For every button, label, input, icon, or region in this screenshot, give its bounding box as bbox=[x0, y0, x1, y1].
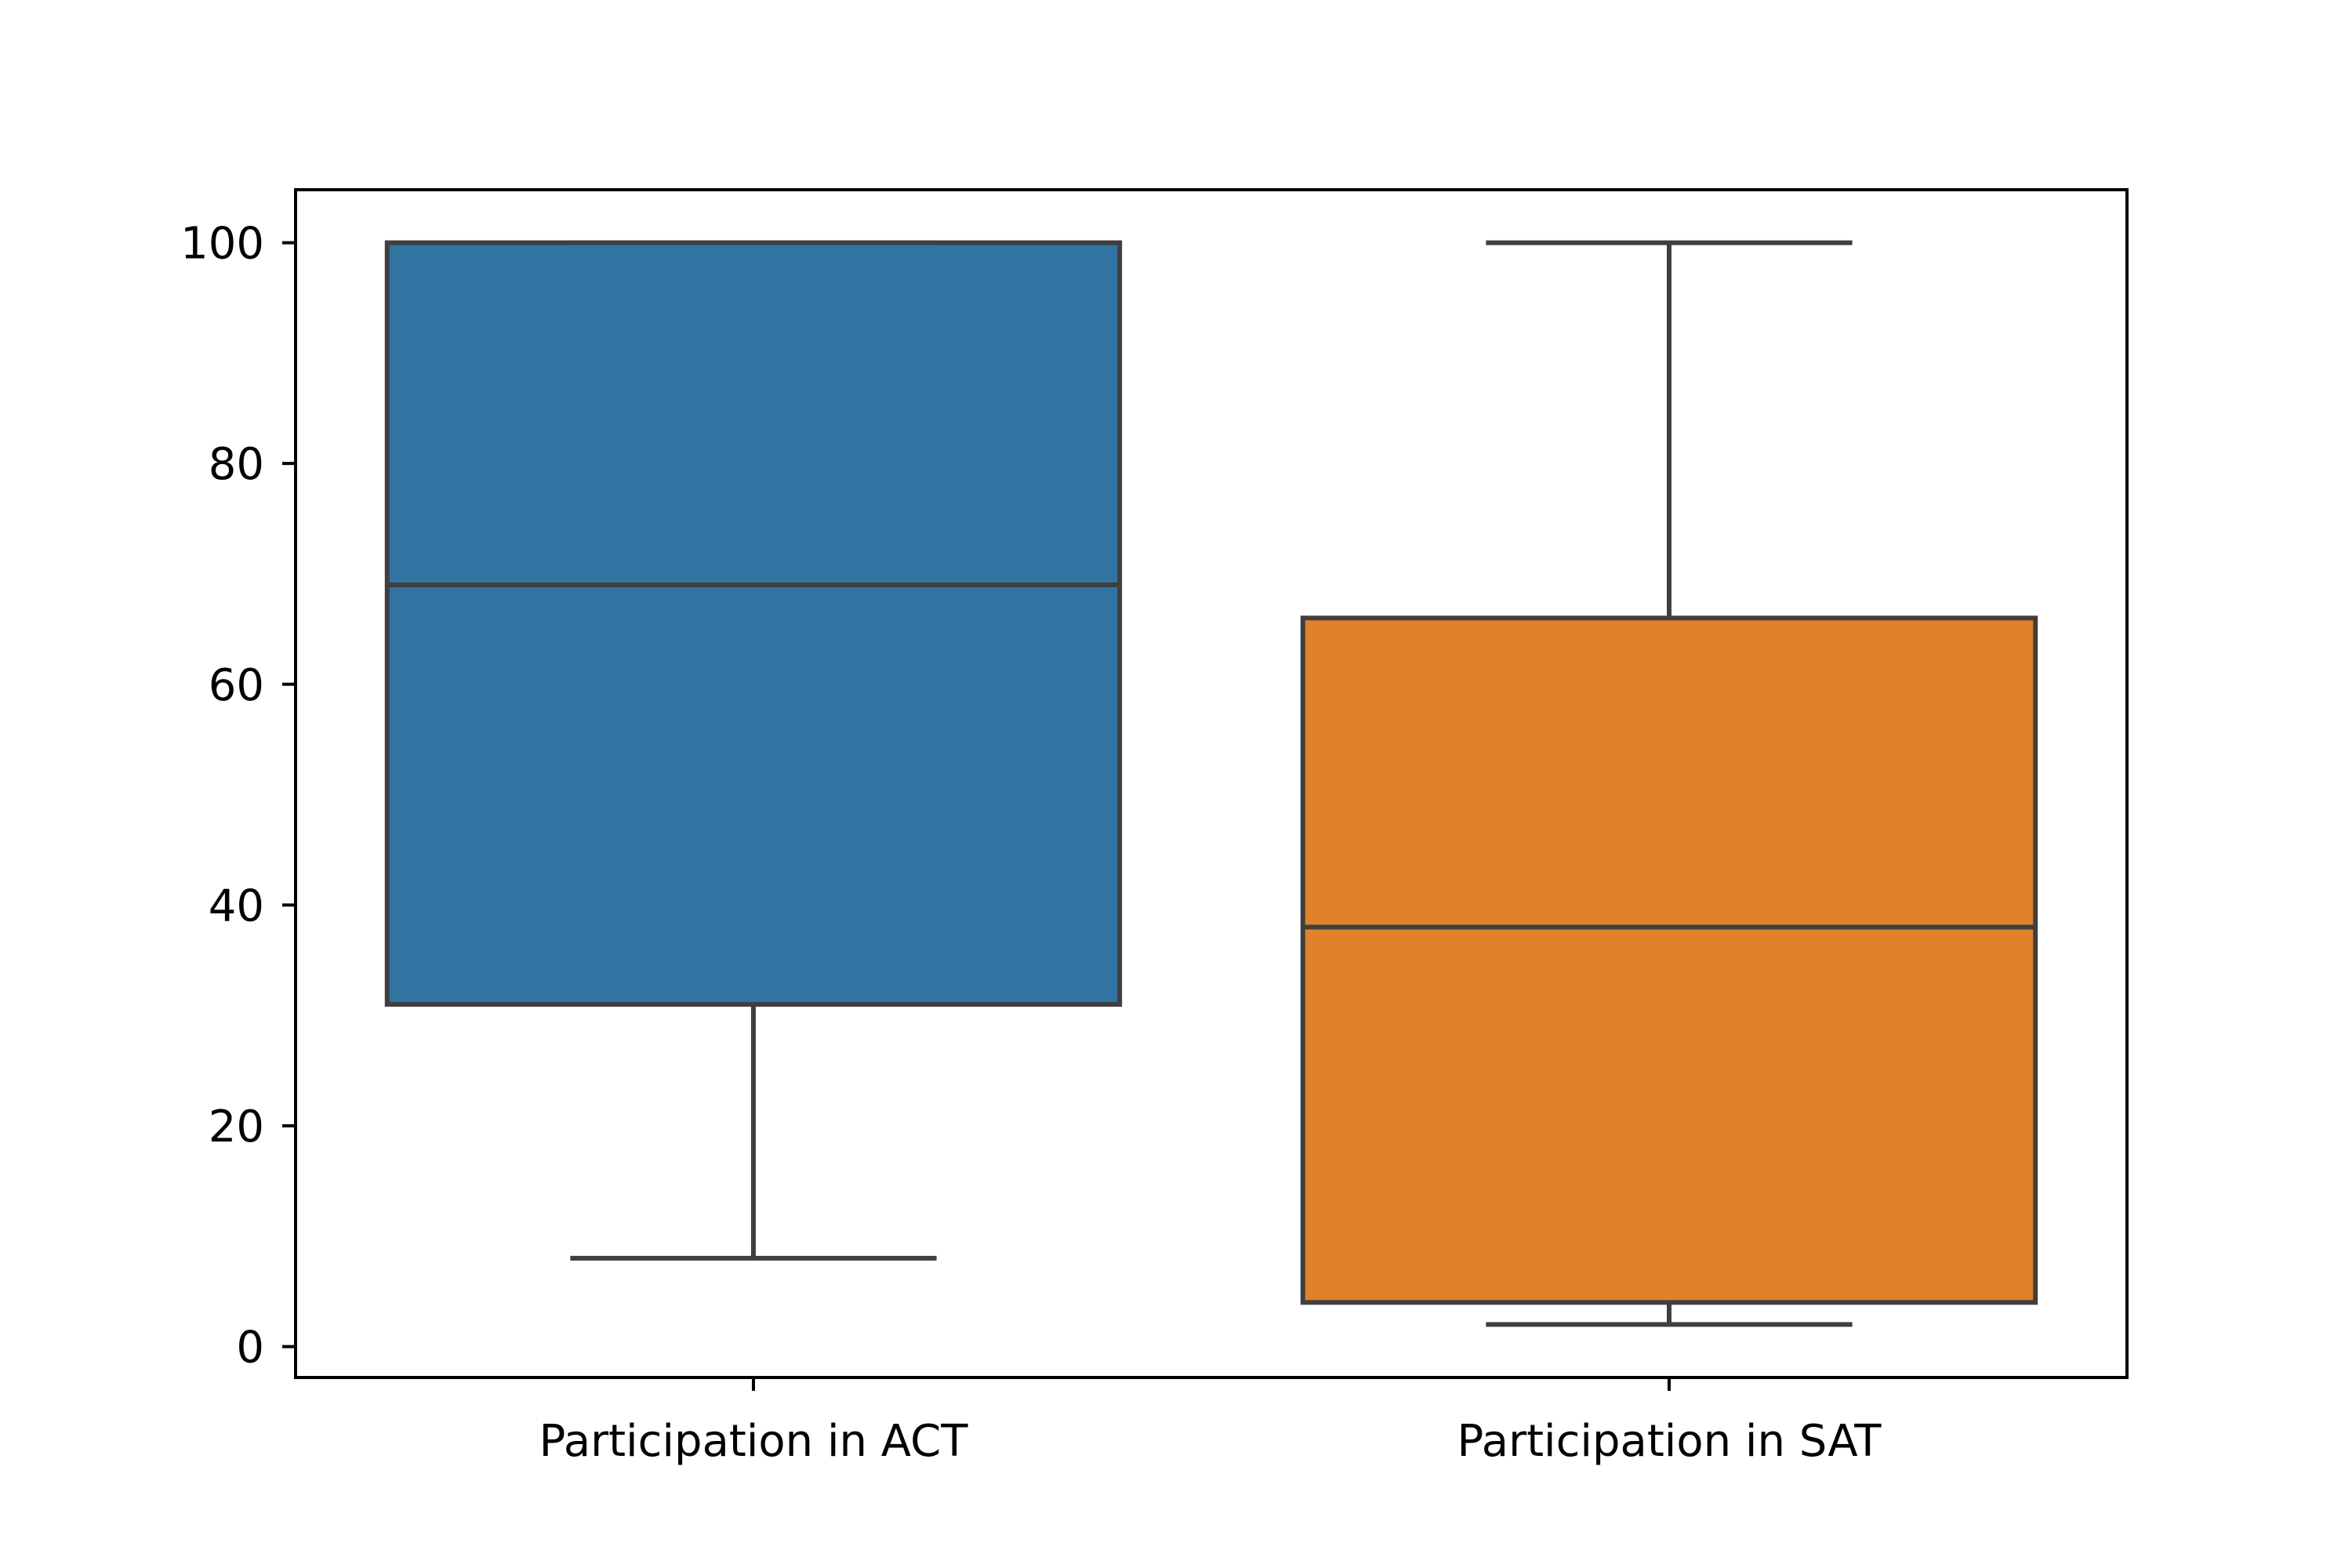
y-tick-label: 40 bbox=[209, 880, 264, 931]
y-tick-label: 60 bbox=[209, 660, 264, 711]
plot-frame bbox=[294, 188, 2129, 1379]
plot-area bbox=[384, 240, 2038, 1327]
axes: Participation in ACT Participation in SAT… bbox=[180, 219, 1882, 1467]
x-tick-label: Participation in ACT bbox=[539, 1416, 969, 1467]
y-tick-label: 20 bbox=[209, 1102, 264, 1152]
x-tick-label: Participation in SAT bbox=[1457, 1416, 1882, 1467]
y-tick-label: 100 bbox=[180, 219, 264, 270]
box-2 bbox=[1300, 240, 2038, 1327]
box-1 bbox=[384, 240, 1123, 1261]
y-tick-label: 80 bbox=[209, 439, 264, 490]
box-2-iqr-box bbox=[1300, 615, 2038, 1305]
y-tick-label: 0 bbox=[236, 1323, 264, 1374]
box-1-iqr-box bbox=[384, 240, 1123, 1007]
